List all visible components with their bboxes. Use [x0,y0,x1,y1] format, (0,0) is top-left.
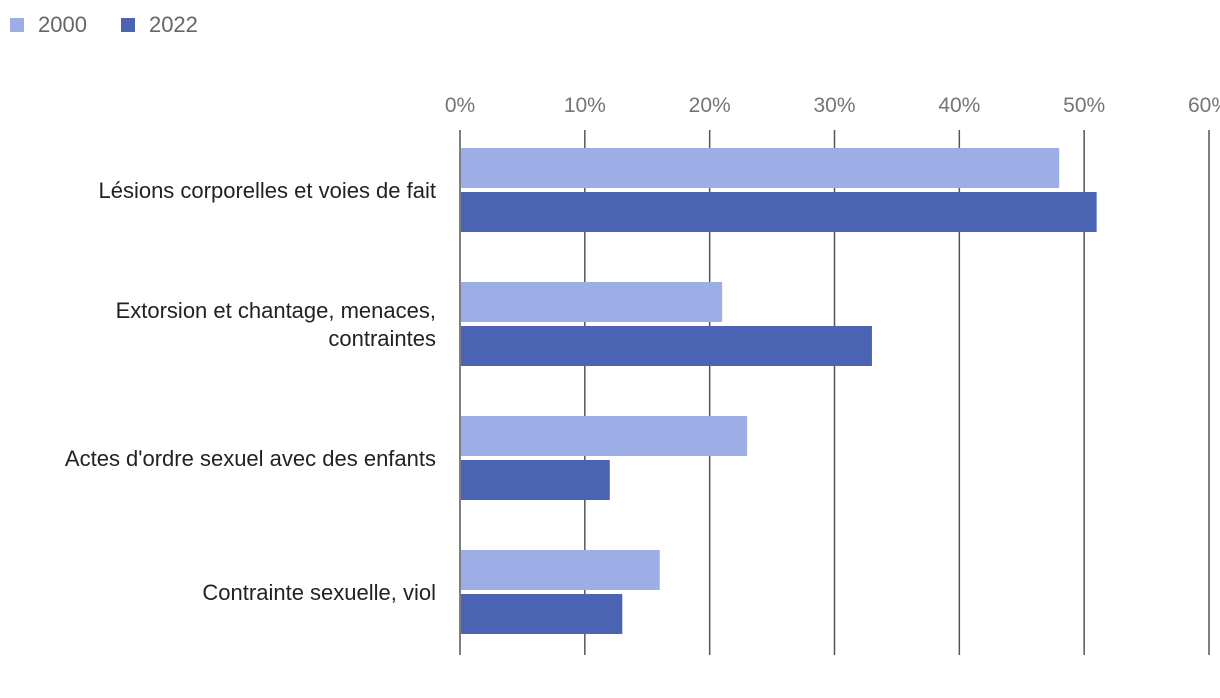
bar-2022 [461,326,872,366]
x-tick-label: 40% [938,94,980,117]
x-tick-label: 30% [813,94,855,117]
bar-2000 [461,416,748,456]
bar-2000 [461,148,1060,188]
x-tick-label: 60% [1188,94,1220,117]
category-label: Extorsion et chantage, menaces, [116,298,436,323]
legend-item-2022: 2022 [120,12,198,38]
legend: 2000 2022 [10,12,198,38]
legend-swatch-2022 [120,18,135,32]
legend-label-2000: 2000 [38,12,87,37]
bar-2022 [461,460,610,500]
category-label: Actes d'ordre sexuel avec des enfants [65,446,436,471]
x-tick-label: 0% [445,94,475,117]
category-label: Contrainte sexuelle, viol [202,580,436,605]
legend-item-2000: 2000 [10,12,87,38]
x-tick-label: 10% [564,94,606,117]
category-label: contraintes [328,326,436,351]
x-tick-label: 50% [1063,94,1105,117]
bar-2000 [461,550,660,590]
legend-label-2022: 2022 [148,12,198,37]
category-label: Lésions corporelles et voies de fait [98,178,436,203]
bar-2022 [461,192,1097,232]
bar-2022 [461,594,623,634]
bar-2000 [461,282,723,322]
x-tick-label: 20% [689,94,731,117]
legend-swatch-2000 [10,18,24,32]
